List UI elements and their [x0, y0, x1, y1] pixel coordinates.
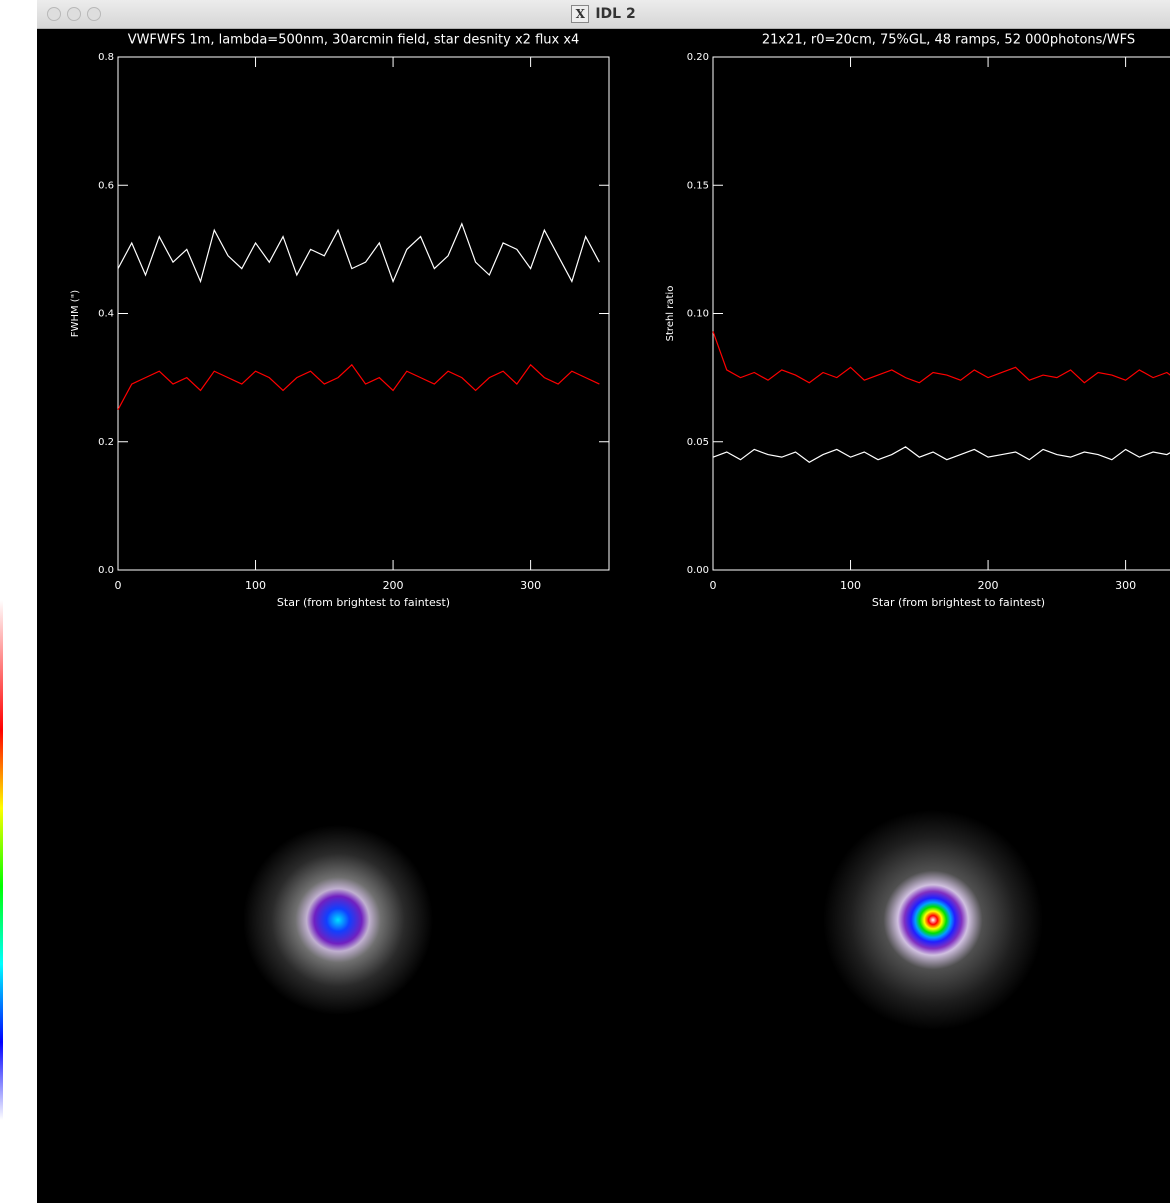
- minimize-button[interactable]: [67, 7, 81, 21]
- x-axis-label: Star (from brightest to faintest): [277, 596, 450, 609]
- axes-frame: [117, 56, 610, 571]
- y-tick-label: 0.10: [687, 309, 709, 320]
- axes-frame: [712, 56, 1170, 571]
- data-line: [712, 446, 1170, 463]
- window-title-box: X IDL 2: [37, 5, 1170, 23]
- x-tick-label: 200: [978, 579, 999, 592]
- title-bar: X IDL 2: [37, 0, 1170, 29]
- close-button[interactable]: [47, 7, 61, 21]
- chart-title: 21x21, r0=20cm, 75%GL, 48 ramps, 52 000p…: [762, 33, 1135, 48]
- x-tick-label: 200: [383, 579, 404, 592]
- x-axis-label: Star (from brightest to faintest): [872, 596, 1045, 609]
- psf-image-right: [823, 810, 1043, 1030]
- zoom-button[interactable]: [87, 7, 101, 21]
- data-line: [117, 363, 600, 410]
- y-tick-label: 0.2: [98, 437, 114, 448]
- x-tick-label: 300: [520, 579, 541, 592]
- y-tick-label: 0.15: [687, 180, 709, 191]
- y-tick-label: 0.8: [98, 52, 114, 63]
- y-axis-label: FWHM ("): [70, 290, 81, 337]
- y-tick-label: 0.0: [98, 565, 114, 576]
- psf-image-left: [243, 825, 433, 1015]
- y-axis-label: Strehl ratio: [665, 286, 676, 342]
- x-tick-label: 100: [245, 579, 266, 592]
- data-line: [117, 222, 600, 284]
- chart-title: VWFWFS 1m, lambda=500nm, 30arcmin field,…: [128, 33, 580, 48]
- y-tick-label: 0.4: [98, 309, 114, 320]
- x-tick-label: 0: [710, 579, 717, 592]
- plot-area: VWFWFS 1m, lambda=500nm, 30arcmin field,…: [70, 33, 1170, 1030]
- data-line: [712, 331, 1170, 384]
- side-strip: [0, 600, 3, 1120]
- y-tick-label: 0.6: [98, 180, 114, 191]
- idl-window: X IDL 2: [37, 0, 1170, 1203]
- x-tick-label: 100: [840, 579, 861, 592]
- y-tick-label: 0.00: [687, 565, 709, 576]
- x-tick-label: 300: [1115, 579, 1136, 592]
- x11-icon: X: [571, 5, 590, 23]
- y-tick-label: 0.20: [687, 52, 709, 63]
- y-tick-label: 0.05: [687, 437, 709, 448]
- window-title: IDL 2: [595, 6, 636, 22]
- x-tick-label: 0: [115, 579, 122, 592]
